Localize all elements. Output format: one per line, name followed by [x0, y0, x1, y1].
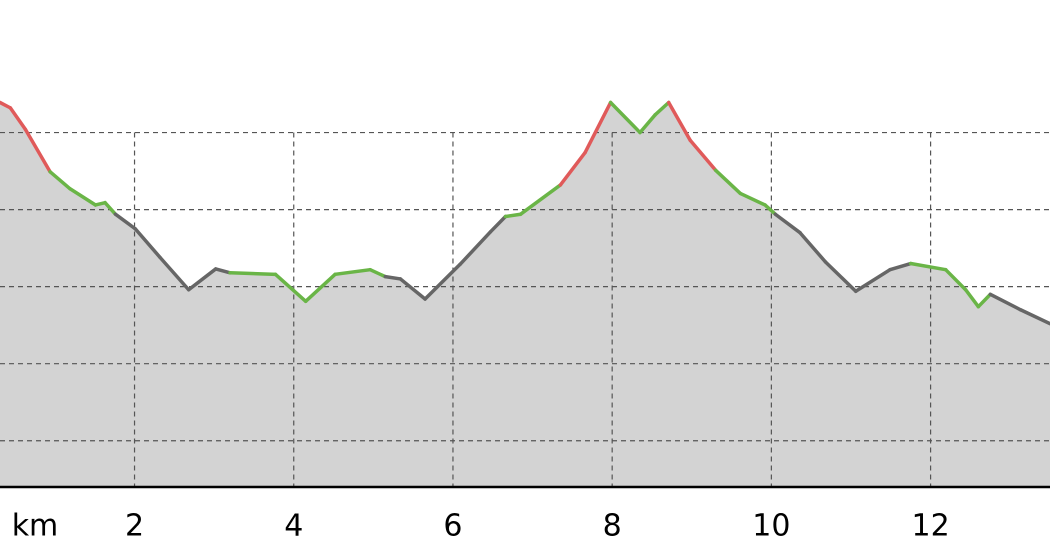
elevation-segment	[773, 212, 802, 235]
x-tick-label: 6	[443, 509, 462, 544]
elevation-segment	[1018, 308, 1050, 326]
elevation-segment	[713, 168, 743, 196]
elevation-segment	[798, 230, 828, 264]
elevation-segment	[738, 191, 767, 207]
elevation-segment	[103, 200, 118, 216]
elevation-segment	[8, 106, 28, 132]
elevation-segment	[398, 277, 427, 301]
elevation-segment	[213, 267, 232, 275]
x-tick-label: 12	[911, 509, 949, 544]
elevation-segment	[908, 261, 948, 272]
elevation-segment	[943, 267, 968, 292]
elevation-segment	[383, 274, 403, 281]
elevation-area	[0, 102, 1050, 488]
elevation-segment	[666, 100, 692, 142]
elevation-segment	[113, 212, 138, 231]
elevation-segment	[303, 272, 337, 304]
elevation-segment	[583, 100, 613, 155]
elevation-segment	[228, 271, 278, 277]
elevation-segment	[186, 267, 218, 292]
elevation-segment	[503, 212, 523, 219]
elevation-segment	[763, 203, 778, 216]
elevation-segment	[638, 113, 657, 135]
elevation-segment	[653, 100, 671, 117]
x-axis-label: km	[12, 509, 59, 544]
x-tick-label: 4	[284, 509, 303, 544]
elevation-segment	[68, 187, 98, 207]
elevation-segment	[488, 214, 508, 234]
x-tick-label: 10	[752, 509, 790, 544]
elevation-segment	[23, 127, 52, 174]
elevation-segment	[0, 100, 13, 110]
elevation-segment	[48, 170, 72, 191]
elevation-segment	[976, 292, 993, 309]
elevation-segment	[133, 227, 162, 260]
x-tick-label: 8	[603, 509, 622, 544]
elevation-segment	[518, 183, 563, 216]
elevation-segment	[158, 255, 191, 292]
elevation-segment	[688, 138, 718, 173]
elevation-segment	[558, 150, 587, 187]
elevation-segment	[458, 230, 493, 267]
elevation-segment	[608, 100, 642, 135]
elevation-segment	[368, 267, 388, 279]
elevation-segment	[888, 261, 913, 272]
elevation-segment	[333, 267, 372, 277]
elevation-segment	[823, 260, 858, 294]
elevation-segment	[423, 262, 462, 301]
elevation-segment	[988, 292, 1023, 312]
elevation-segment	[273, 272, 308, 304]
x-tick-label: 2	[125, 509, 144, 544]
elevation-segment	[854, 267, 892, 294]
elevation-segment	[963, 287, 981, 309]
